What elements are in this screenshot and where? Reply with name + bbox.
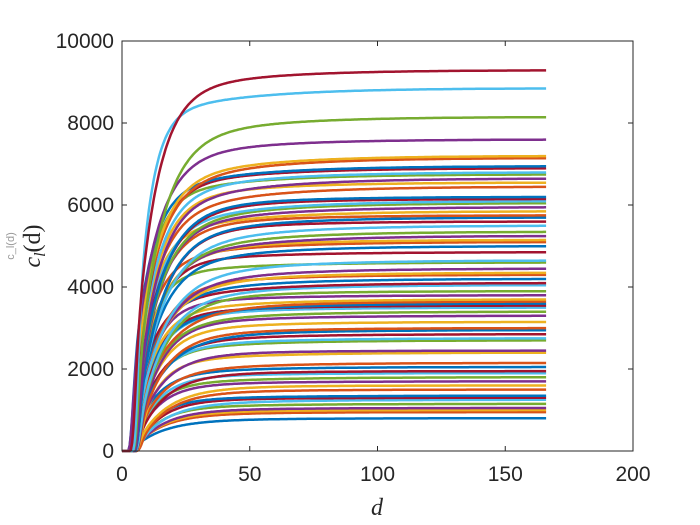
series-line (122, 310, 547, 453)
series-line (122, 302, 547, 453)
y-tick-label: 8000 (67, 112, 114, 135)
series-line (122, 245, 547, 453)
y-tick-label: 0 (102, 440, 114, 463)
series-line (122, 230, 547, 453)
series-line (122, 408, 547, 453)
series-line (122, 210, 547, 453)
series-line (122, 267, 547, 453)
series-line (122, 197, 547, 453)
series-line (122, 388, 547, 453)
x-tick-label: 50 (238, 463, 261, 486)
series-line (122, 320, 547, 453)
series-line (122, 259, 547, 453)
series-line (122, 115, 547, 453)
series-line (122, 314, 547, 453)
series-line (122, 394, 547, 453)
series-line (122, 326, 547, 453)
x-tick-label: 200 (615, 463, 650, 486)
series-line (122, 214, 547, 453)
series-line (122, 416, 547, 453)
y-axis-label: cl(d) (20, 224, 49, 267)
series-line (122, 69, 547, 453)
y-tick-label: 10000 (56, 30, 114, 53)
series-line (122, 406, 547, 453)
series-line (122, 380, 547, 453)
series-line (122, 361, 547, 453)
series-line (122, 369, 547, 453)
series-line (122, 300, 547, 453)
series-line (122, 181, 547, 453)
series-line (122, 195, 547, 453)
series-line (122, 349, 547, 453)
series-line (122, 294, 547, 453)
series-line (122, 177, 547, 453)
series-line (122, 138, 547, 453)
series-line (122, 376, 547, 453)
series-line (122, 371, 547, 453)
series-line (122, 410, 547, 453)
series-line (122, 328, 547, 453)
x-tick-label: 0 (116, 463, 128, 486)
series-line (122, 156, 547, 453)
series-line (122, 201, 547, 453)
series-line (122, 289, 547, 453)
series-line (122, 185, 547, 453)
series-line (122, 251, 547, 453)
series-line (122, 206, 547, 453)
x-axis-label: d (371, 495, 384, 521)
series-line (122, 173, 547, 453)
x-tick-label: 150 (488, 463, 523, 486)
x-tick-label: 100 (360, 463, 395, 486)
series-line (122, 165, 547, 453)
series-line (122, 337, 547, 453)
series-lines (122, 69, 547, 453)
series-line (122, 396, 547, 453)
series-line (122, 171, 547, 453)
y-tick-label: 4000 (67, 276, 114, 299)
series-line (122, 384, 547, 453)
y-tick-label: 6000 (67, 194, 114, 217)
series-line (122, 154, 547, 453)
series-line (122, 273, 547, 453)
series-line (122, 224, 547, 453)
series-line (122, 216, 547, 453)
y-axis-label-raw: c_l(d) (5, 232, 17, 260)
y-tick-label: 2000 (67, 358, 114, 381)
series-line (122, 398, 547, 453)
series-line (122, 87, 547, 453)
series-line (122, 304, 547, 453)
series-line (122, 402, 547, 453)
series-line (122, 271, 547, 453)
series-line (122, 283, 547, 453)
